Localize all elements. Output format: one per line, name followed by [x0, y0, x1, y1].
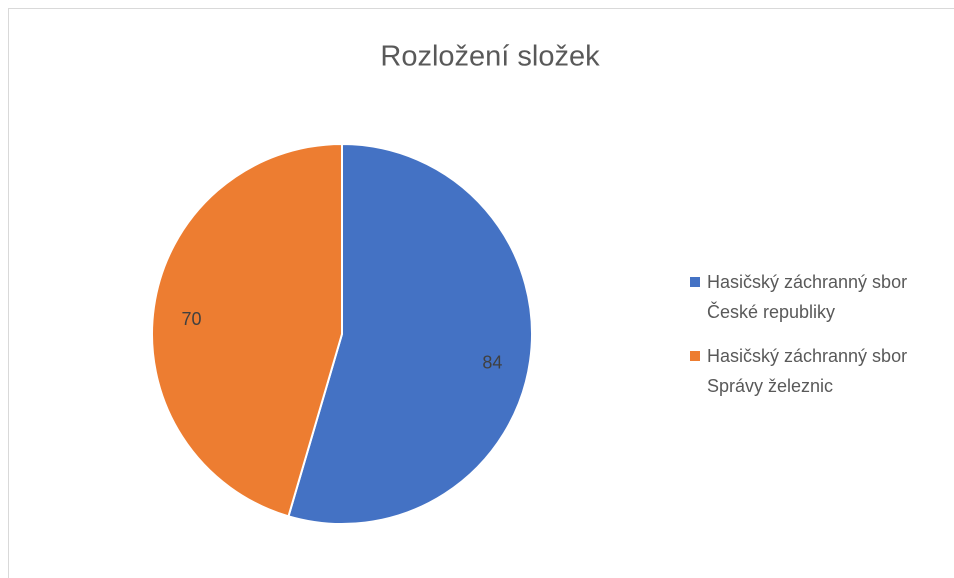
- data-label: 84: [482, 352, 502, 372]
- legend-swatch: [690, 351, 700, 361]
- legend-swatch: [690, 277, 700, 287]
- legend-item: Hasičský záchranný sbor České republiky: [690, 267, 945, 327]
- chart-title: Rozložení složek: [380, 41, 600, 73]
- legend-item: Hasičský záchranný sbor Správy železnic: [690, 341, 945, 401]
- legend-label: Hasičský záchranný sbor České republiky: [707, 272, 908, 322]
- legend-label: Hasičský záchranný sbor Správy železnic: [707, 346, 908, 396]
- data-label: 70: [182, 309, 202, 329]
- pie-slice: [287, 142, 533, 525]
- pie-slice: [151, 142, 343, 518]
